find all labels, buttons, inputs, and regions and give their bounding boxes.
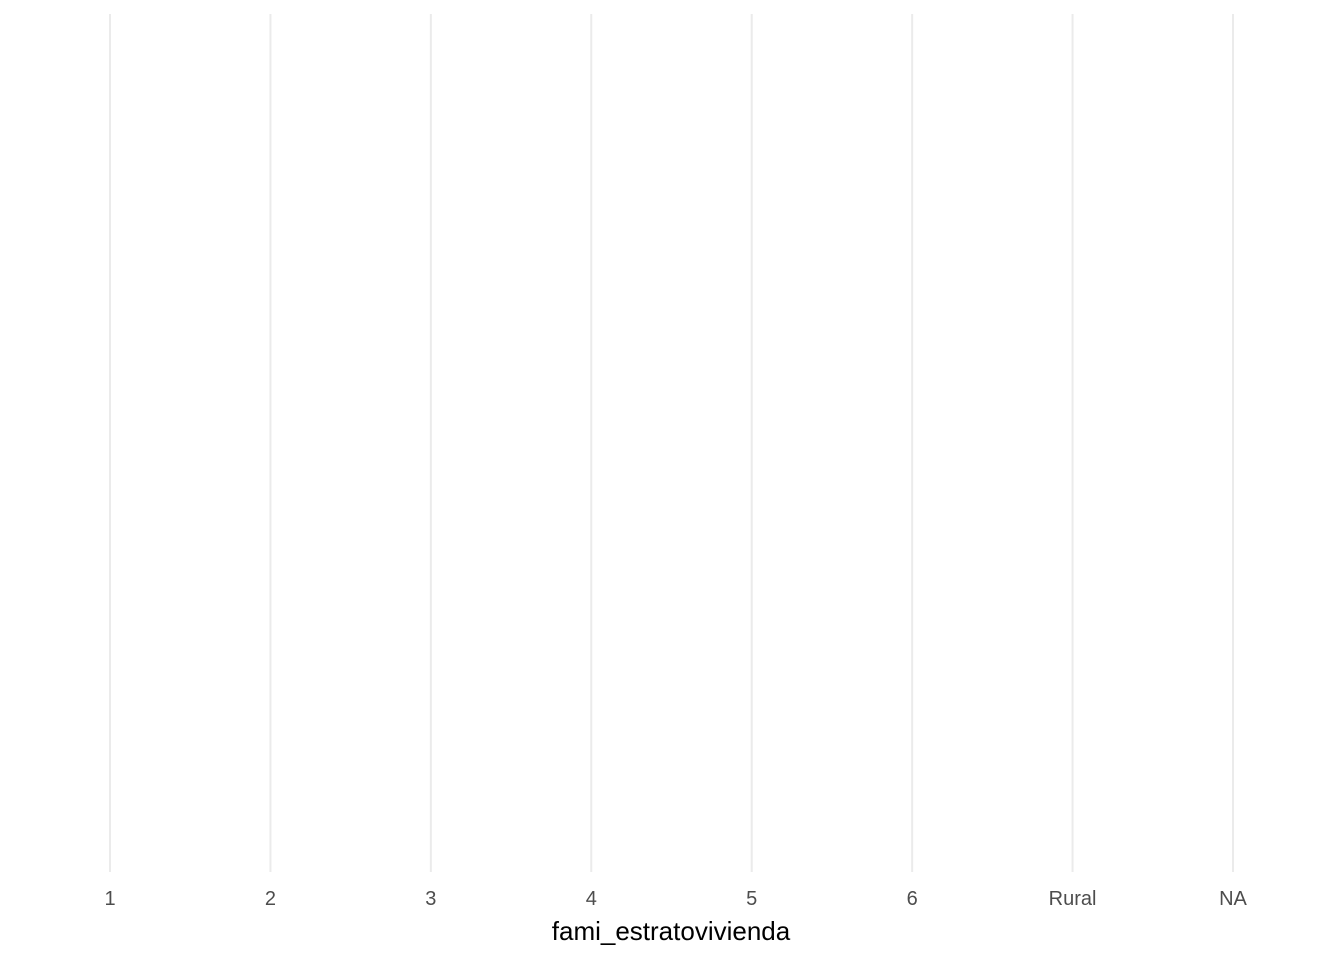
- gridlines: [109, 14, 1234, 872]
- x-tick-labels: 1 2 3 4 5 6 Rural NA: [104, 888, 1247, 910]
- x-tick-label-na: NA: [1219, 888, 1247, 910]
- x-tick-label-1: 1: [104, 888, 115, 910]
- x-tick-label-3: 3: [425, 888, 436, 910]
- x-axis-title: fami_estratovivienda: [552, 916, 791, 946]
- x-tick-label-4: 4: [586, 888, 597, 910]
- x-tick-label-6: 6: [907, 888, 918, 910]
- x-tick-label-2: 2: [265, 888, 276, 910]
- x-tick-label-rural: Rural: [1049, 888, 1097, 910]
- x-tick-label-5: 5: [746, 888, 757, 910]
